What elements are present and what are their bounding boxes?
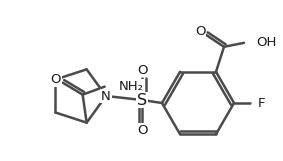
- Text: S: S: [137, 93, 147, 108]
- Text: N: N: [101, 90, 111, 103]
- Text: OH: OH: [256, 36, 276, 49]
- Text: O: O: [195, 25, 205, 38]
- Text: O: O: [137, 123, 147, 137]
- Text: O: O: [137, 63, 147, 76]
- Text: NH₂: NH₂: [119, 80, 144, 93]
- Text: O: O: [50, 73, 61, 86]
- Text: F: F: [258, 96, 265, 109]
